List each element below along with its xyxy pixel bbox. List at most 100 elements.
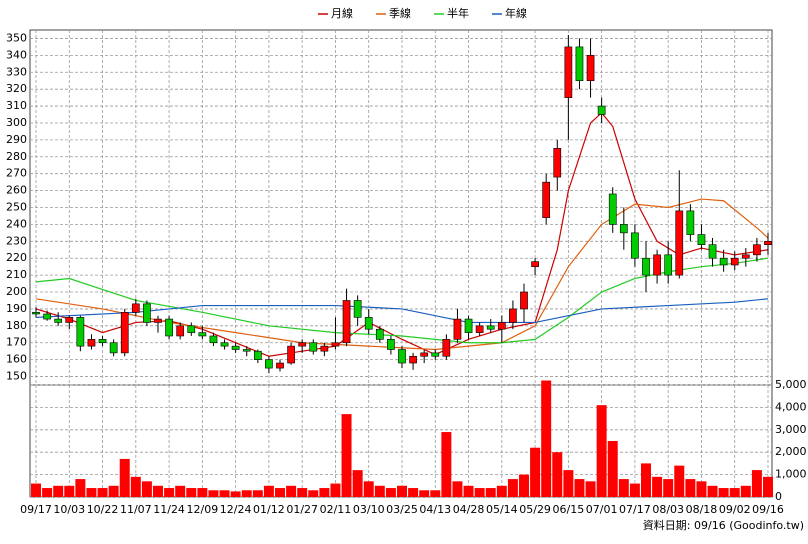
volume-bar <box>374 485 385 497</box>
volume-bar <box>153 485 163 497</box>
volume-bar <box>297 488 308 497</box>
candle-body <box>231 345 240 350</box>
y2-tick-label: 2,000 <box>775 445 807 458</box>
x-tick-label: 03/25 <box>386 503 418 516</box>
y-tick-label: 180 <box>6 319 27 332</box>
candle-body <box>76 317 85 347</box>
volume-bar <box>607 441 618 497</box>
volume-bar <box>97 488 108 497</box>
volume-bar <box>641 463 651 497</box>
candle-body <box>276 362 284 369</box>
y-tick-label: 150 <box>6 370 27 383</box>
candle-body <box>642 257 650 276</box>
y-tick-label: 320 <box>6 82 27 95</box>
volume-bar <box>441 432 452 497</box>
volume-bar <box>696 481 707 497</box>
candle-body <box>87 339 96 347</box>
candle-body <box>209 335 218 344</box>
candle-body <box>387 339 395 350</box>
volume-bar <box>485 488 496 497</box>
volume-bar <box>740 485 751 497</box>
volume-bar <box>574 479 585 497</box>
x-tick-label: 08/03 <box>652 503 684 516</box>
x-tick-label: 03/10 <box>353 503 385 516</box>
x-tick-label: 09/16 <box>752 503 784 516</box>
volume-bar <box>452 481 463 497</box>
x-tick-label: 12/09 <box>187 503 219 516</box>
candle-body <box>131 303 140 313</box>
y-tick-label: 260 <box>6 184 27 197</box>
candle-body <box>464 318 473 333</box>
ma-line <box>35 198 769 351</box>
candle-body <box>420 352 429 357</box>
volume-bar <box>263 485 274 497</box>
volume-bar <box>286 485 297 497</box>
x-tick-label: 04/13 <box>419 503 451 516</box>
volume-bar <box>541 380 552 497</box>
volume-bar <box>629 483 640 497</box>
volume-bar <box>674 465 685 497</box>
volume-bar <box>397 485 407 497</box>
y-tick-label: 310 <box>6 99 27 112</box>
y-tick-label: 350 <box>6 31 27 44</box>
candle-body <box>653 254 661 276</box>
candle-body <box>98 339 107 344</box>
x-tick-label: 10/22 <box>87 503 119 516</box>
candle-body <box>187 325 196 333</box>
footer: 資料日期: 09/16 (Goodinfo.tw) <box>643 518 804 532</box>
volume-bar <box>363 481 374 497</box>
x-tick-label: 07/17 <box>619 503 651 516</box>
candle-body <box>608 193 617 225</box>
legend-label: 年線 <box>505 6 527 20</box>
candle-body <box>143 303 151 323</box>
candle-body <box>575 46 584 82</box>
volume-bar <box>385 488 396 497</box>
y2-tick-label: 1,000 <box>775 468 807 481</box>
volume-bar <box>408 488 419 497</box>
candle-body <box>631 232 639 259</box>
x-tick-label: 05/29 <box>519 503 551 516</box>
volume-bar <box>507 479 518 497</box>
y2-tick-label: 0 <box>775 490 782 503</box>
candle-body <box>553 148 562 178</box>
volume-bar <box>563 470 574 497</box>
volume-bar <box>252 490 263 497</box>
volume-bar <box>718 488 729 497</box>
candle-body <box>253 350 262 360</box>
y-tick-label: 290 <box>6 133 27 146</box>
candle-body <box>54 318 63 323</box>
volume-bar <box>474 488 485 497</box>
y-tick-label: 230 <box>6 234 27 247</box>
candle-body <box>520 291 528 310</box>
candle-body <box>453 318 462 340</box>
x-tick-label: 01/12 <box>253 503 285 516</box>
candle-body <box>65 317 74 323</box>
candle-body <box>753 244 761 256</box>
candle-body <box>120 312 129 354</box>
candle-body <box>220 342 229 347</box>
volume-bar <box>175 485 186 497</box>
volume-bar <box>685 479 696 497</box>
candle-body <box>342 300 351 344</box>
candle-body <box>686 210 695 235</box>
candle-body <box>398 349 406 364</box>
volume-bar <box>707 485 718 497</box>
y-tick-label: 280 <box>6 150 27 163</box>
candle-body <box>509 308 517 323</box>
volume-bar <box>341 414 352 497</box>
volume-bar <box>763 476 773 497</box>
candle-body <box>331 342 340 347</box>
volume-bar <box>330 483 341 497</box>
y2-tick-label: 4,000 <box>775 400 807 413</box>
volume-bar <box>208 490 219 497</box>
y-tick-label: 270 <box>6 167 27 180</box>
candle-body <box>353 300 362 318</box>
y2-tick-label: 3,000 <box>775 423 807 436</box>
volume-bar <box>241 490 252 497</box>
candle-body <box>664 254 673 276</box>
candle-body <box>719 257 728 266</box>
candle-body <box>154 318 162 323</box>
y-tick-label: 240 <box>6 217 27 230</box>
candle-body <box>697 234 706 245</box>
volume-bar <box>729 488 740 497</box>
